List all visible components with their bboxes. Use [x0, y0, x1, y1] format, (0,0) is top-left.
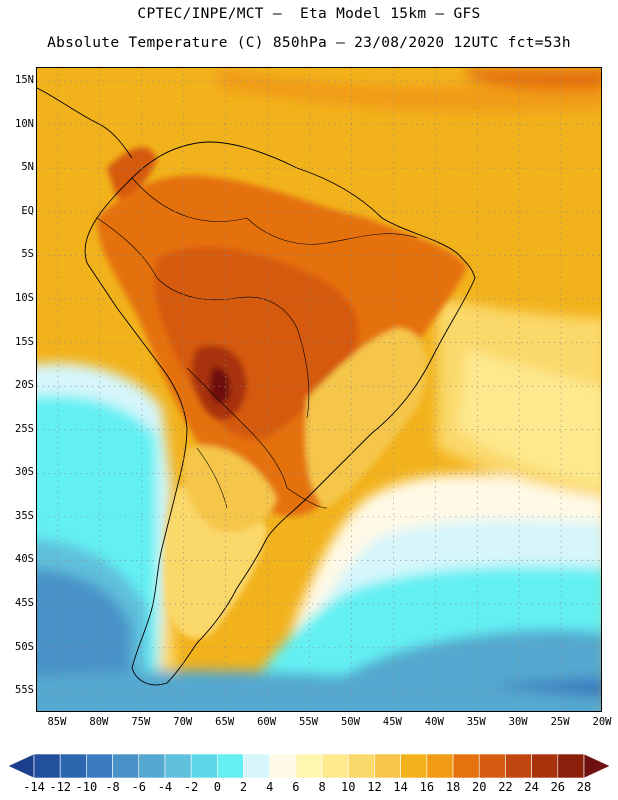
color-scale-swatch [452, 753, 480, 779]
color-scale-swatch [505, 753, 532, 779]
color-scale-swatch [321, 753, 349, 779]
longitude-label: 40W [424, 716, 444, 728]
latitude-label: 5N [21, 161, 34, 174]
color-scale-label: 20 [472, 780, 487, 794]
country-borders [96, 177, 418, 509]
color-scale-label: -6 [131, 780, 146, 794]
color-scale-swatch [426, 753, 454, 779]
color-scale-bar [7, 753, 611, 779]
color-scale-label: 14 [393, 780, 408, 794]
latitude-label: 10S [15, 291, 34, 304]
latitude-label: 25S [15, 422, 34, 435]
longitude-label: 30W [508, 716, 528, 728]
color-scale-swatch [138, 753, 166, 779]
color-scale-swatch [557, 753, 585, 779]
latitude-label: 10N [15, 117, 34, 130]
latitude-label: 45S [15, 597, 34, 610]
color-scale-label: 2 [239, 780, 248, 794]
color-scale-label: 0 [213, 780, 221, 794]
color-scale-label: 8 [318, 780, 326, 794]
color-scale-swatch [583, 753, 611, 779]
color-scale-label: 16 [419, 780, 435, 794]
color-scale-label: 22 [498, 780, 513, 794]
title-line-1: CPTEC/INPE/MCT – Eta Model 15km – GFS [137, 6, 481, 22]
color-scale-swatch [112, 753, 140, 779]
color-scale-swatch [243, 753, 271, 779]
color-scale-swatch [531, 753, 559, 779]
color-scale-label: 12 [367, 780, 382, 794]
color-scale-label: -10 [75, 780, 98, 794]
field-north [217, 68, 601, 112]
color-scale-label: -8 [105, 780, 120, 794]
longitude-label: 25W [550, 716, 570, 728]
field-north-2 [467, 68, 601, 90]
latitude-label: 30S [15, 466, 34, 479]
title-line-2: Absolute Temperature (C) 850hPa – 23/08/… [47, 35, 571, 51]
color-scale-swatch [7, 753, 35, 779]
field-andes-n [107, 147, 157, 198]
color-scale-label: 4 [266, 780, 274, 794]
coastline-central-america [37, 87, 133, 159]
field-patagonia-2 [183, 445, 277, 532]
color-scale-swatch [190, 753, 218, 779]
field-continent-4 [209, 367, 230, 404]
longitude-label: 55W [299, 716, 318, 728]
color-scale-label: 6 [292, 780, 300, 794]
longitude-label: 75W [131, 716, 151, 728]
latitude-label: 15S [15, 335, 34, 348]
latitude-label: 55S [15, 684, 34, 697]
latitude-label: 35S [15, 509, 34, 522]
gridlines [37, 68, 601, 711]
longitude-label: 65W [215, 716, 235, 728]
longitude-label: 80W [89, 716, 109, 728]
color-scale-swatch [295, 753, 323, 779]
color-scale-label: -14 [23, 780, 45, 794]
longitude-label: 60W [257, 716, 277, 728]
field-east-warm-2 [457, 348, 601, 487]
map-canvas [37, 68, 601, 711]
color-scale-label: 28 [576, 780, 592, 794]
latitude-label: 50S [15, 640, 34, 653]
temperature-map [36, 67, 602, 712]
color-scale-swatch [269, 753, 297, 779]
color-scale-label: 26 [550, 780, 566, 794]
color-scale-swatch [86, 753, 113, 779]
color-scale-label: -2 [183, 780, 199, 794]
color-scale-swatch [33, 753, 61, 779]
color-scale-label: -12 [49, 780, 72, 794]
latitude-label: 5S [21, 248, 34, 261]
latitude-label: EQ [21, 204, 34, 217]
latitude-label: 20S [15, 379, 34, 392]
color-scale-swatch [217, 753, 244, 779]
field-coast-yellow [305, 328, 428, 508]
color-scale-swatch [374, 753, 401, 779]
field-south-band [37, 670, 601, 711]
color-scale-swatch [400, 753, 428, 779]
longitude-label: 45W [382, 716, 402, 728]
longitude-label: 85W [47, 716, 67, 728]
color-scale-label: 10 [341, 780, 356, 794]
color-scale-label: 18 [445, 780, 461, 794]
longitude-label: 35W [466, 716, 486, 728]
latitude-label: 15N [15, 74, 34, 87]
latitude-label: 40S [15, 553, 34, 566]
longitude-label: 20W [592, 716, 612, 728]
longitude-label: 50W [340, 716, 360, 728]
longitude-label: 70W [173, 716, 193, 728]
color-scale-swatch [164, 753, 192, 779]
color-scale-swatch [59, 753, 87, 779]
color-scale-swatch [347, 753, 375, 779]
color-scale-swatch [478, 753, 506, 779]
color-scale-label: 24 [524, 780, 539, 794]
color-scale-label: -4 [157, 780, 173, 794]
